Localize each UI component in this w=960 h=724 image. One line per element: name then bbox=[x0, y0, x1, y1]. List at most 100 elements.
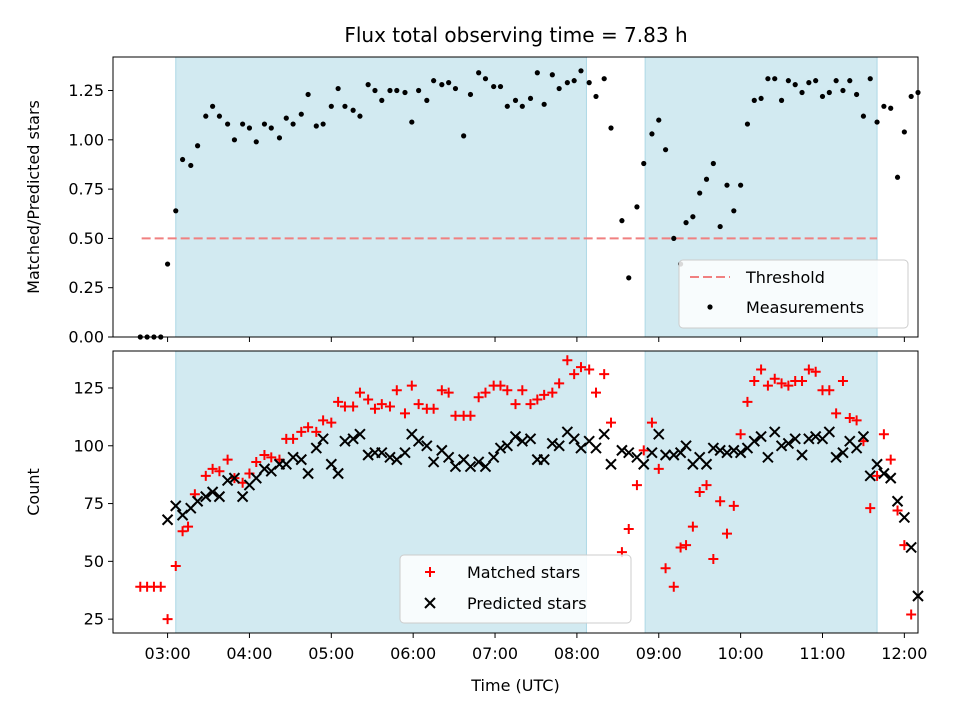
y-tick-label: 1.00 bbox=[68, 130, 104, 149]
x-tick-label: 04:00 bbox=[226, 644, 272, 663]
legend-matched-marker bbox=[425, 567, 435, 577]
y-tick-label: 0.00 bbox=[68, 328, 104, 347]
data-point bbox=[439, 82, 445, 88]
data-point bbox=[313, 123, 319, 129]
data-point bbox=[443, 387, 454, 398]
data-point bbox=[840, 87, 846, 94]
data-point bbox=[472, 456, 485, 468]
data-point bbox=[328, 103, 334, 109]
data-point bbox=[288, 433, 299, 444]
data-point bbox=[491, 83, 497, 90]
data-point bbox=[296, 426, 307, 437]
data-point bbox=[442, 451, 455, 464]
data-point bbox=[715, 496, 726, 507]
data-point bbox=[623, 523, 634, 534]
data-point bbox=[480, 387, 491, 398]
data-point bbox=[369, 403, 380, 414]
data-point bbox=[387, 87, 393, 94]
x-tick-label: 06:00 bbox=[390, 644, 436, 663]
data-point bbox=[649, 131, 655, 137]
data-point bbox=[276, 135, 283, 141]
data-point bbox=[479, 460, 492, 473]
data-point bbox=[317, 433, 329, 445]
data-point bbox=[721, 528, 732, 539]
series-measurements bbox=[137, 68, 921, 340]
data-point bbox=[601, 76, 607, 82]
data-point bbox=[878, 467, 890, 480]
data-point bbox=[538, 453, 550, 466]
data-point bbox=[778, 97, 785, 103]
data-point bbox=[638, 458, 650, 470]
data-point bbox=[631, 480, 642, 491]
data-point bbox=[562, 355, 573, 366]
data-point bbox=[556, 85, 562, 92]
data-point bbox=[738, 182, 744, 188]
data-point bbox=[731, 208, 737, 214]
data-point bbox=[885, 454, 896, 465]
data-point bbox=[409, 119, 415, 125]
data-point bbox=[295, 453, 307, 466]
data-point bbox=[901, 129, 907, 135]
data-point bbox=[428, 403, 439, 414]
data-point bbox=[214, 466, 225, 477]
data-point bbox=[762, 451, 774, 464]
legend: Matched stars Predicted stars bbox=[399, 554, 632, 624]
data-point bbox=[320, 121, 326, 127]
data-point bbox=[742, 396, 753, 407]
data-point bbox=[605, 458, 617, 470]
data-point bbox=[298, 111, 304, 117]
data-point bbox=[724, 182, 730, 188]
data-point bbox=[473, 392, 484, 403]
data-point bbox=[850, 442, 863, 454]
data-point bbox=[200, 490, 212, 503]
y-tick-label: 125 bbox=[73, 378, 104, 397]
data-point bbox=[467, 91, 474, 98]
data-point bbox=[789, 433, 801, 445]
legend-predicted-marker bbox=[424, 597, 436, 609]
data-point bbox=[200, 470, 211, 481]
data-point bbox=[268, 125, 274, 131]
data-point bbox=[806, 80, 812, 86]
data-point bbox=[905, 541, 917, 554]
data-point bbox=[756, 364, 767, 375]
data-point bbox=[826, 89, 832, 96]
legend-threshold-label: Threshold bbox=[745, 268, 825, 287]
data-point bbox=[527, 95, 534, 102]
x-tick-label: 05:00 bbox=[308, 644, 354, 663]
data-point bbox=[809, 430, 822, 443]
data-point bbox=[416, 87, 422, 94]
data-point bbox=[179, 156, 186, 163]
data-point bbox=[402, 89, 408, 96]
data-point bbox=[668, 449, 680, 461]
data-point bbox=[619, 218, 625, 224]
y-tick-label: 1.25 bbox=[68, 81, 104, 100]
data-point bbox=[487, 451, 500, 464]
data-point bbox=[183, 521, 194, 532]
data-point bbox=[431, 78, 437, 84]
data-point bbox=[792, 82, 798, 88]
data-point bbox=[335, 85, 341, 92]
data-point bbox=[406, 380, 417, 391]
data-point bbox=[173, 208, 179, 214]
data-point bbox=[675, 542, 686, 553]
data-point bbox=[874, 119, 880, 125]
data-point bbox=[865, 503, 876, 514]
data-point bbox=[599, 369, 610, 380]
data-point bbox=[867, 76, 873, 82]
y-tick-label: 100 bbox=[73, 436, 104, 455]
x-tick-label: 10:00 bbox=[718, 644, 764, 663]
x-tick-label: 08:00 bbox=[554, 644, 600, 663]
legend: Threshold Measurements bbox=[678, 259, 909, 329]
data-point bbox=[646, 446, 658, 459]
chart-title: Flux total observing time = 7.83 h bbox=[344, 23, 687, 47]
data-point bbox=[785, 78, 791, 84]
data-point bbox=[701, 480, 712, 491]
data-point bbox=[303, 422, 314, 433]
x-tick-label: 12:00 bbox=[881, 644, 927, 663]
y-axis-title: Matched/Predicted stars bbox=[24, 100, 43, 294]
data-point bbox=[762, 380, 773, 391]
data-point bbox=[287, 451, 299, 464]
data-point bbox=[348, 401, 359, 412]
data-point bbox=[517, 385, 528, 396]
data-point bbox=[591, 387, 601, 398]
